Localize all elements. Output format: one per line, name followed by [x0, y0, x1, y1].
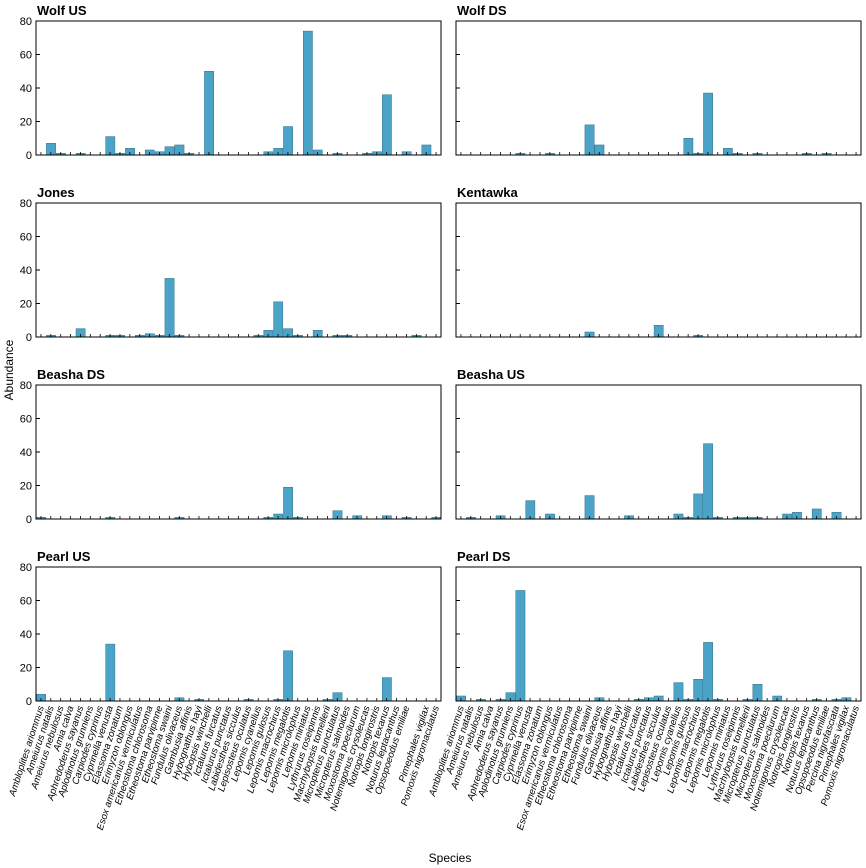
panel-title: Wolf US	[37, 3, 87, 18]
y-tick-label: 0	[26, 696, 32, 708]
bar	[105, 643, 116, 702]
bar	[283, 486, 293, 520]
bar	[273, 301, 284, 338]
y-tick-label: 40	[20, 629, 32, 641]
bar	[693, 679, 704, 702]
y-tick-label: 40	[20, 447, 32, 459]
panel-beasha-ds: Beasha DS 0 20 40 60 80	[20, 367, 442, 526]
bar	[584, 495, 595, 520]
panel-title: Pearl DS	[457, 549, 511, 564]
y-tick-label: 0	[26, 514, 32, 526]
panel-title: Beasha DS	[37, 367, 105, 382]
bar	[283, 650, 293, 702]
bar	[164, 278, 175, 338]
panel-title: Kentawka	[457, 185, 518, 200]
panel-kentawka: Kentawka	[455, 185, 862, 338]
bar	[515, 590, 526, 702]
plot-frame	[455, 384, 862, 520]
panel-jones: Jones 0 20 40 60 80	[20, 185, 442, 344]
y-tick-label: 80	[20, 380, 32, 392]
panel-title: Jones	[37, 185, 75, 200]
bar	[703, 642, 713, 702]
y-tick-label: 20	[20, 663, 32, 675]
y-tick-label: 40	[20, 265, 32, 277]
y-tick-label: 80	[20, 562, 32, 574]
panels-layer: Wolf US 0 20 40 60 80 Wolf DS Jones 0 20 40 60 80 Ken…	[7, 3, 862, 832]
bar	[382, 94, 392, 156]
y-tick-label: 60	[20, 232, 32, 244]
y-tick-label: 20	[20, 481, 32, 493]
bar	[204, 71, 214, 156]
panel-title: Wolf DS	[457, 3, 507, 18]
bar	[584, 124, 595, 156]
y-tick-label: 80	[20, 16, 32, 28]
plot-frame	[455, 202, 862, 338]
panel-wolf-us: Wolf US 0 20 40 60 80	[20, 3, 442, 162]
bar	[703, 92, 713, 156]
plot-frame	[35, 202, 442, 338]
y-tick-label: 60	[20, 414, 32, 426]
plot-frame	[455, 20, 862, 156]
bar	[303, 30, 313, 156]
panel-beasha-us: Beasha US	[455, 367, 862, 520]
y-axis-title: Abundance	[2, 339, 16, 400]
panel-title: Pearl US	[37, 549, 91, 564]
y-tick-label: 0	[26, 332, 32, 344]
y-tick-label: 20	[20, 117, 32, 129]
panel-title: Beasha US	[457, 367, 525, 382]
y-tick-label: 40	[20, 83, 32, 95]
plot-frame	[35, 20, 442, 156]
bar	[283, 126, 293, 156]
y-tick-label: 60	[20, 596, 32, 608]
bar	[693, 493, 704, 520]
y-tick-label: 60	[20, 50, 32, 62]
plot-frame	[35, 566, 442, 702]
panel-wolf-ds: Wolf DS	[455, 3, 862, 156]
y-tick-label: 80	[20, 198, 32, 210]
y-tick-label: 20	[20, 299, 32, 311]
y-tick-label: 0	[26, 150, 32, 162]
x-axis-title: Species	[429, 851, 472, 865]
plot-frame	[35, 384, 442, 520]
bar	[703, 443, 713, 520]
bar	[382, 677, 392, 702]
